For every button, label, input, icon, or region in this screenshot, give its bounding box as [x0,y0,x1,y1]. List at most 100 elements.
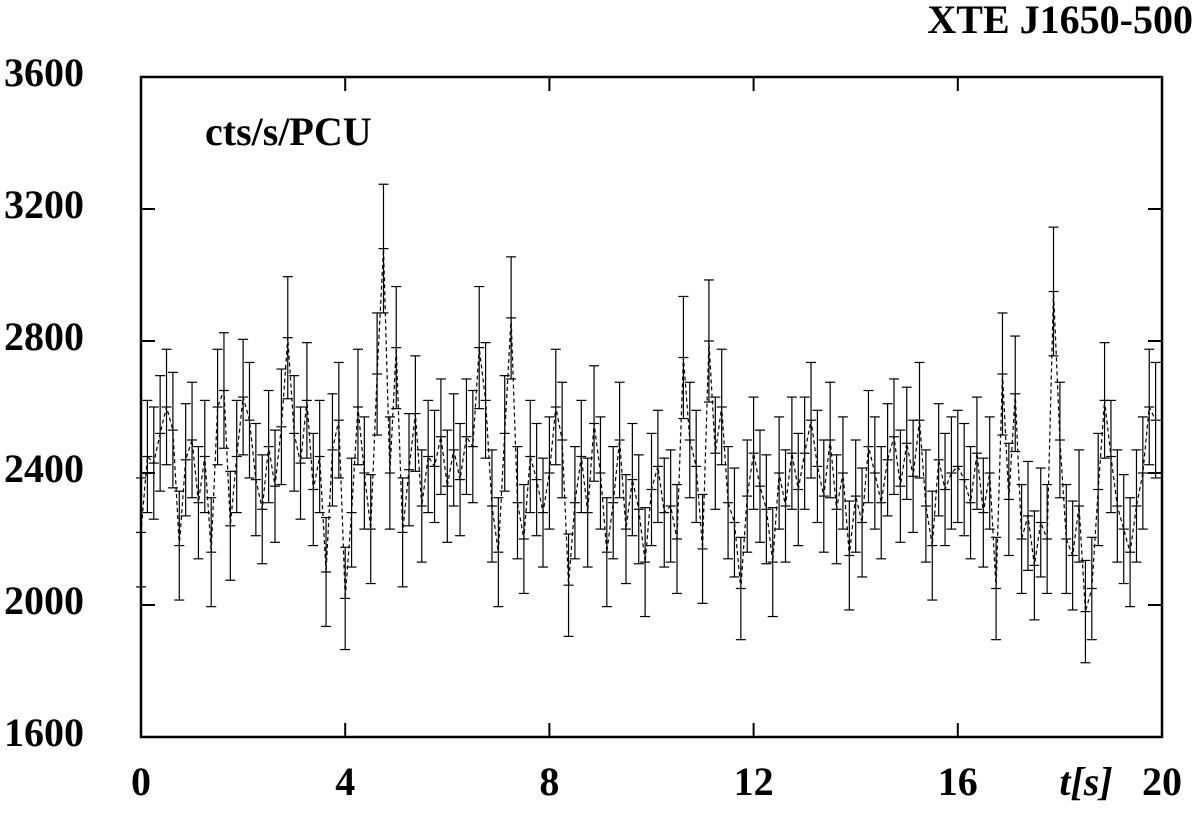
error-bar [518,483,529,595]
error-bar [1029,510,1040,621]
error-bar [761,454,772,565]
error-bar [155,375,166,492]
error-bar [589,365,600,482]
error-bar [742,439,753,553]
y-tick-label: 2800 [4,314,84,359]
error-bar [352,348,363,466]
error-bar [308,432,319,547]
error-bar [818,439,829,553]
error-bar [806,361,817,479]
error-bar [327,393,338,507]
error-bar [1137,416,1148,530]
error-bar [920,449,931,563]
error-bar [991,536,1002,641]
error-bar [1144,348,1155,466]
error-bar [238,338,249,456]
error-bar [1125,497,1136,608]
error-bar [550,348,561,466]
error-bar [684,381,695,499]
error-bar [206,497,217,608]
error-bar [346,457,357,568]
error-bar [544,416,555,530]
error-bar [314,399,325,514]
error-bar [1022,460,1033,571]
error-bar [1035,467,1046,578]
error-bar [1131,449,1142,563]
error-bar [378,183,389,314]
error-bar [340,546,351,651]
error-bar [1061,483,1072,595]
error-bar [461,378,472,496]
error-bar [831,454,842,565]
error-bar [825,381,836,499]
error-bar [1118,474,1129,585]
error-bar [199,399,210,514]
error-bar [212,348,223,466]
error-bar [384,416,395,530]
error-bar [1067,500,1078,611]
error-bar [512,446,523,560]
error-bar [793,432,804,547]
error-bar [193,446,204,560]
error-bar [1112,449,1123,563]
error-bar [455,422,466,537]
y-tick-label: 3200 [4,182,84,227]
error-bar [557,381,568,499]
error-bar [218,332,229,449]
error-bar [1150,361,1161,479]
error-bar [442,429,453,543]
error-bar [410,355,421,472]
error-bar [774,416,785,530]
x-tick-label: 16 [938,759,978,804]
x-tick-label: 4 [335,759,355,804]
error-bar [595,416,606,530]
error-bar [882,403,893,517]
error-bar [614,381,625,499]
error-bar [672,483,683,595]
error-bar [225,470,236,581]
error-bar [365,474,376,585]
error-bar [333,361,344,479]
error-bar [959,422,970,537]
error-bar [844,500,855,611]
error-bar [857,467,868,578]
error-bar [946,416,957,530]
error-bar [633,454,644,565]
error-bar [174,490,185,601]
error-bar [486,449,497,563]
error-bar [837,416,848,530]
error-bar [499,375,510,492]
error-bar [646,432,657,547]
error-bar [231,399,242,514]
error-bar [1042,483,1053,595]
error-bar [257,454,268,565]
error-bar [908,419,919,534]
error-bar [1080,559,1091,664]
error-bar [506,256,517,380]
error-bar [971,396,982,510]
error-bar [493,497,504,608]
error-bar [1105,399,1116,514]
error-bar [1003,442,1014,557]
error-bar [876,446,887,560]
y-tick-label: 2400 [4,446,84,491]
error-bar [1054,381,1065,499]
error-bar [780,449,791,563]
error-bar [716,348,727,466]
error-bar [187,381,198,499]
error-bar [1048,226,1059,357]
error-bar [263,389,274,504]
error-bar [1010,335,1021,453]
x-tick-label: 12 [734,759,774,804]
plot-frame [139,75,1164,739]
error-bar [901,386,912,500]
error-bar [729,467,740,578]
error-bar [423,399,434,514]
error-bar [142,399,153,514]
error-bar [678,295,689,420]
error-bar [397,477,408,588]
error-bar [914,361,925,479]
error-bar [984,416,995,530]
error-bar [416,449,427,563]
